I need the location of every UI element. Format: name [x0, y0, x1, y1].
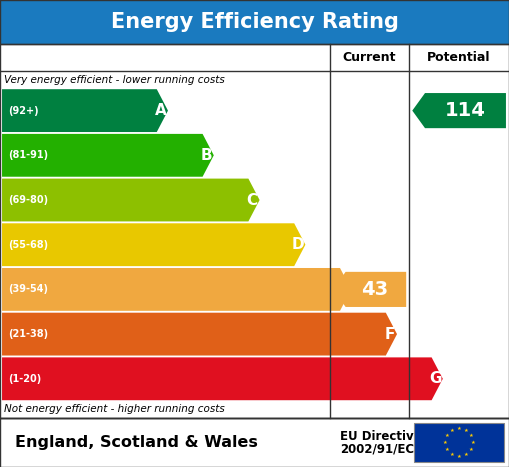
Text: EU Directive: EU Directive	[340, 430, 421, 443]
Text: (21-38): (21-38)	[8, 329, 48, 339]
Text: ★: ★	[444, 447, 449, 452]
Text: ★: ★	[457, 426, 462, 431]
Text: 43: 43	[361, 280, 388, 299]
Text: F: F	[385, 326, 395, 341]
Polygon shape	[2, 89, 168, 132]
Text: E: E	[339, 282, 349, 297]
Text: Energy Efficiency Rating: Energy Efficiency Rating	[110, 12, 399, 32]
Bar	[0, 0, 509, 44]
Text: ★: ★	[444, 433, 449, 438]
Polygon shape	[2, 223, 305, 266]
Text: G: G	[429, 371, 442, 386]
Text: ★: ★	[457, 454, 462, 459]
Text: England, Scotland & Wales: England, Scotland & Wales	[15, 435, 258, 450]
Bar	[414, 423, 504, 462]
Text: Very energy efficient - lower running costs: Very energy efficient - lower running co…	[4, 75, 225, 85]
Bar	[0, 44, 509, 418]
Text: (81-91): (81-91)	[8, 150, 48, 160]
Bar	[0, 44, 509, 71]
Text: ★: ★	[449, 453, 455, 457]
Bar	[0, 44, 509, 418]
Text: ★: ★	[471, 440, 476, 445]
Text: (92+): (92+)	[8, 106, 39, 116]
Text: B: B	[201, 148, 212, 163]
Text: (69-80): (69-80)	[8, 195, 48, 205]
Text: Current: Current	[343, 51, 397, 64]
Text: ★: ★	[442, 440, 447, 445]
Text: A: A	[155, 103, 166, 118]
Polygon shape	[2, 178, 260, 221]
Text: ★: ★	[449, 428, 455, 432]
Text: 2002/91/EC: 2002/91/EC	[340, 442, 414, 455]
Polygon shape	[412, 93, 506, 128]
Text: ★: ★	[469, 447, 474, 452]
Text: C: C	[247, 192, 258, 207]
Text: (1-20): (1-20)	[8, 374, 41, 384]
Text: (55-68): (55-68)	[8, 240, 48, 250]
Text: ★: ★	[464, 453, 469, 457]
Bar	[0, 418, 509, 467]
Bar	[0, 0, 509, 44]
Bar	[0, 418, 509, 467]
Text: ★: ★	[469, 433, 474, 438]
Text: Not energy efficient - higher running costs: Not energy efficient - higher running co…	[4, 404, 225, 414]
Polygon shape	[2, 313, 397, 355]
Text: 114: 114	[445, 101, 486, 120]
Text: (39-54): (39-54)	[8, 284, 48, 294]
Polygon shape	[333, 272, 406, 307]
Text: ★: ★	[464, 428, 469, 432]
Polygon shape	[2, 134, 214, 177]
Polygon shape	[2, 357, 443, 400]
Polygon shape	[2, 268, 351, 311]
Text: D: D	[292, 237, 304, 252]
Text: Potential: Potential	[428, 51, 491, 64]
